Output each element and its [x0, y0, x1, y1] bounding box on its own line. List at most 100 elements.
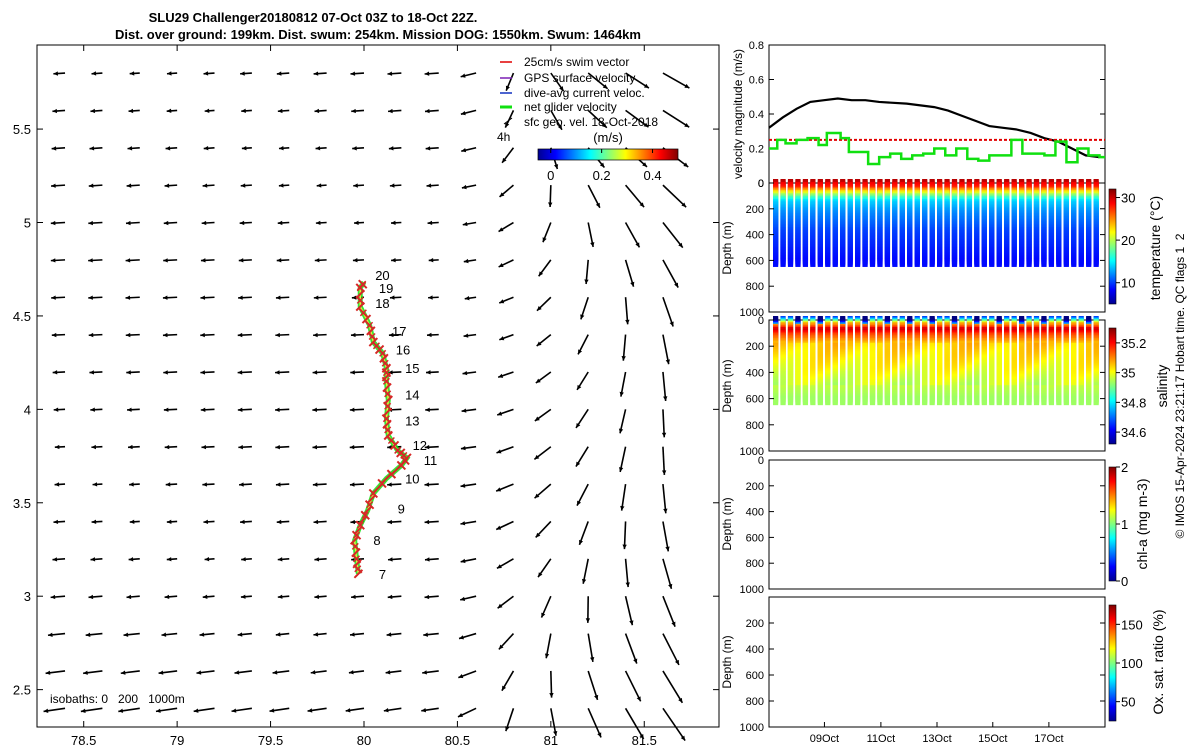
current-arrow — [662, 558, 673, 590]
current-arrow-head — [422, 670, 427, 675]
current-arrow-head — [584, 279, 589, 285]
current-arrow-head — [88, 295, 93, 300]
current-arrow-head — [275, 632, 281, 637]
current-arrow-head — [88, 258, 93, 263]
current-arrow-head — [272, 670, 278, 675]
current-arrow-head — [625, 319, 630, 325]
track-swim-vector — [366, 321, 374, 329]
current-arrow-head — [126, 594, 132, 600]
current-arrow-head — [619, 391, 624, 397]
map-axes: 78.5 79 79.5 80 80.5 81 81.52.533.544.555.5 — [13, 45, 719, 748]
current-arrow-head — [684, 83, 690, 89]
track-swim-vector — [352, 555, 361, 563]
track-swim-vector — [383, 384, 391, 392]
track-swim-vector — [351, 536, 359, 544]
current-arrow-head — [388, 108, 393, 114]
map-legend: 25cm/s swim vector GPS surface velocity … — [497, 55, 679, 183]
current-arrow-head — [536, 341, 542, 347]
current-arrow-head — [580, 314, 585, 320]
x-tick-label: 79.5 — [258, 733, 283, 748]
current-arrow-head — [125, 258, 131, 263]
current-arrow-head — [202, 594, 208, 599]
current-arrow-head — [238, 295, 243, 300]
section-sample — [847, 257, 853, 267]
current-arrow-head — [496, 487, 502, 492]
section-sample — [974, 257, 980, 267]
current-arrow-head — [460, 521, 466, 526]
current-arrow-head — [674, 659, 679, 665]
current-arrow-head — [52, 108, 58, 114]
current-arrow-head — [163, 258, 168, 263]
section-sample — [795, 396, 801, 406]
section-sample — [810, 396, 816, 406]
current-arrow-head — [91, 519, 97, 525]
day-label: 10 — [405, 471, 419, 486]
x-tick-label: 81.5 — [632, 733, 657, 748]
current-arrow-head — [203, 519, 209, 525]
track-swim-vector — [356, 296, 364, 304]
current-arrow-head — [158, 670, 164, 675]
current-arrow-head — [351, 295, 357, 300]
current-arrow-head — [50, 220, 56, 226]
current-arrow-head — [240, 519, 245, 525]
section-sample — [1026, 257, 1032, 267]
day-label: 20 — [375, 268, 389, 283]
y-tick-label: 0 — [758, 178, 764, 190]
current-arrow-head — [498, 644, 504, 650]
track-swim-vector — [351, 542, 359, 550]
current-arrow-head — [498, 263, 504, 267]
current-arrow-head — [643, 83, 649, 89]
current-arrow — [587, 707, 602, 738]
current-arrow-head — [542, 237, 547, 243]
current-arrow-head — [390, 220, 396, 226]
section-sample — [1026, 396, 1032, 406]
section-sample — [944, 257, 950, 267]
section-sample — [855, 396, 861, 406]
current-arrow-head — [123, 632, 129, 637]
track-swim-vector — [354, 565, 362, 573]
current-arrow-head — [269, 708, 275, 713]
section-sample — [899, 396, 905, 406]
current-arrow-head — [535, 532, 541, 538]
section-sample — [884, 257, 891, 267]
current-arrow-head — [498, 227, 504, 232]
current-arrow-head — [661, 470, 667, 475]
current-arrow-head — [665, 546, 670, 552]
section-sample — [1056, 257, 1062, 267]
current-arrow-head — [240, 183, 246, 188]
current-arrow — [662, 296, 674, 327]
section-sample — [959, 257, 965, 267]
current-arrow-head — [126, 183, 132, 188]
section-sample — [951, 396, 958, 406]
section-sample — [1048, 257, 1055, 267]
current-arrow-head — [163, 370, 168, 375]
track-swim-vector — [364, 506, 372, 514]
section-sample — [1004, 257, 1010, 267]
current-arrow-head — [388, 370, 393, 375]
current-arrow-head — [457, 712, 463, 717]
track-swim-vector — [368, 332, 376, 341]
current-arrow-head — [502, 157, 507, 163]
legend-net-velocity: net glider velocity — [524, 100, 617, 114]
current-arrow — [662, 707, 686, 742]
track-swim-vector — [381, 359, 389, 367]
section-sample — [795, 257, 801, 267]
day-label: 7 — [379, 567, 386, 582]
current-arrow-head — [51, 332, 57, 338]
current-arrow-head — [162, 295, 168, 300]
current-arrow — [623, 521, 627, 550]
current-arrow-head — [315, 146, 321, 151]
section-sample — [959, 396, 965, 406]
section-sample — [922, 396, 928, 406]
current-arrow-head — [310, 670, 316, 675]
section-sample — [1093, 257, 1099, 267]
day-label: 8 — [373, 533, 380, 548]
current-arrow-head — [599, 162, 605, 168]
current-arrow-head — [313, 332, 318, 338]
current-arrow-head — [128, 108, 134, 114]
glider-track — [349, 279, 412, 579]
depth-tick-label: 0 — [758, 178, 764, 190]
current-arrow-head — [200, 258, 206, 263]
